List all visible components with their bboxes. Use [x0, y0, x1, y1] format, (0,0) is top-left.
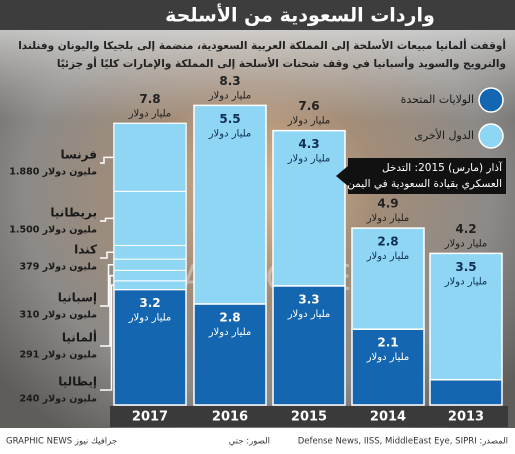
breakdown-segment	[113, 244, 187, 260]
breakdown-label: 291 مليون دولار	[20, 350, 98, 361]
publisher: GRAPHIC NEWS جرافيك نيوز	[6, 437, 117, 447]
breakdown-segment	[113, 269, 187, 282]
breakdown-label: 310 مليون دولار	[20, 310, 98, 321]
leader-line	[100, 274, 114, 347]
breakdown-segment	[113, 258, 187, 271]
bar-segment	[429, 378, 503, 406]
value-unit: مليار دولار	[208, 327, 252, 338]
breakdown-name: بريطانيا	[50, 206, 97, 220]
breakdown-label: 1.500 مليون دولار	[9, 225, 97, 236]
value-unit: مليار دولار	[366, 352, 410, 363]
breakdown-name: إيطاليا	[58, 375, 97, 389]
x-tick-label: 2013	[448, 410, 484, 425]
bar-segment	[193, 303, 267, 406]
annotation-box	[348, 158, 506, 194]
x-tick-label: 2015	[291, 410, 327, 425]
value-unit: مليار دولار	[208, 128, 252, 139]
total-unit: مليار دولار	[366, 213, 410, 224]
bar-segment	[193, 104, 267, 305]
x-tick-label: 2014	[370, 410, 406, 425]
total-unit: مليار دولار	[444, 238, 488, 249]
x-tick-label: 2016	[212, 410, 248, 425]
breakdown-name: فرنسا	[60, 148, 97, 162]
year-band	[110, 406, 508, 427]
breakdown-name: إسبانيا	[58, 291, 97, 305]
chart-title: واردات السعودية من الأسلحة	[165, 4, 435, 27]
breakdown-label: 1.880 مليون دولار	[9, 167, 97, 178]
total-unit: مليار دولار	[287, 116, 331, 127]
value-unit: مليار دولار	[128, 312, 172, 323]
source: المصدر: Defense News, IISS, MiddleEast E…	[298, 437, 508, 447]
bar-segment	[351, 328, 425, 406]
value-label: 4.3	[298, 137, 319, 151]
total-unit: مليار دولار	[128, 108, 172, 119]
value-unit: مليار دولار	[366, 251, 410, 262]
bar-segment	[429, 252, 503, 381]
leader-line	[100, 251, 114, 259]
value-label: 2.1	[377, 336, 398, 350]
value-label: 3.5	[455, 260, 476, 274]
value-label: 2.8	[377, 235, 398, 249]
total-label: 8.3	[219, 74, 240, 88]
leader-line	[100, 156, 114, 164]
value-label: 3.3	[298, 292, 319, 306]
annotation-arrow	[336, 166, 348, 186]
breakdown-segment	[113, 190, 187, 246]
x-tick-label: 2017	[132, 410, 168, 425]
annotation-text: العسكري بقيادة السعودية في اليمن	[347, 178, 502, 190]
breakdown-segment	[113, 122, 187, 192]
subtitle: أوقفت ألمانيا مبيعات الأسلحة إلى المملكة…	[18, 38, 506, 52]
value-unit: مليار دولار	[287, 309, 331, 320]
legend-swatch	[478, 87, 504, 113]
value-label: 3.2	[139, 296, 160, 310]
bar-segment	[113, 288, 187, 406]
total-label: 7.8	[139, 92, 160, 106]
total-label: 4.2	[455, 222, 476, 236]
value-label: 2.8	[219, 310, 240, 324]
leader-line	[100, 263, 114, 307]
leader-line	[100, 284, 114, 391]
breakdown-name: كندا	[74, 243, 97, 257]
total-label: 7.6	[298, 99, 319, 113]
breakdown-label: 240 مليون دولار	[20, 394, 98, 405]
title-band	[0, 0, 515, 30]
breakdown-name: ألمانيا	[62, 330, 97, 345]
legend-label: الولايات المتحدة	[401, 93, 474, 106]
bar-segment	[351, 227, 425, 330]
value-unit: مليار دولار	[287, 154, 331, 165]
total-unit: مليار دولار	[208, 90, 252, 101]
legend-label: الدول الأخرى	[414, 128, 474, 142]
footer-band	[0, 428, 515, 454]
leader-line	[100, 217, 114, 222]
value-label: 5.5	[219, 112, 240, 126]
annotation-text: آذار (مارس) 2015: التدخل	[382, 161, 503, 174]
subtitle: والنرويج والسويد وأسبانيا في وقف شحنات ا…	[57, 56, 506, 70]
bar-segment	[272, 129, 346, 287]
credit: الصور: جتي	[229, 437, 270, 447]
value-unit: مليار دولار	[444, 276, 488, 287]
breakdown-segment	[113, 280, 187, 290]
breakdown-label: 379 مليون دولار	[20, 262, 98, 273]
legend-swatch	[478, 123, 504, 149]
total-label: 4.9	[377, 197, 398, 211]
